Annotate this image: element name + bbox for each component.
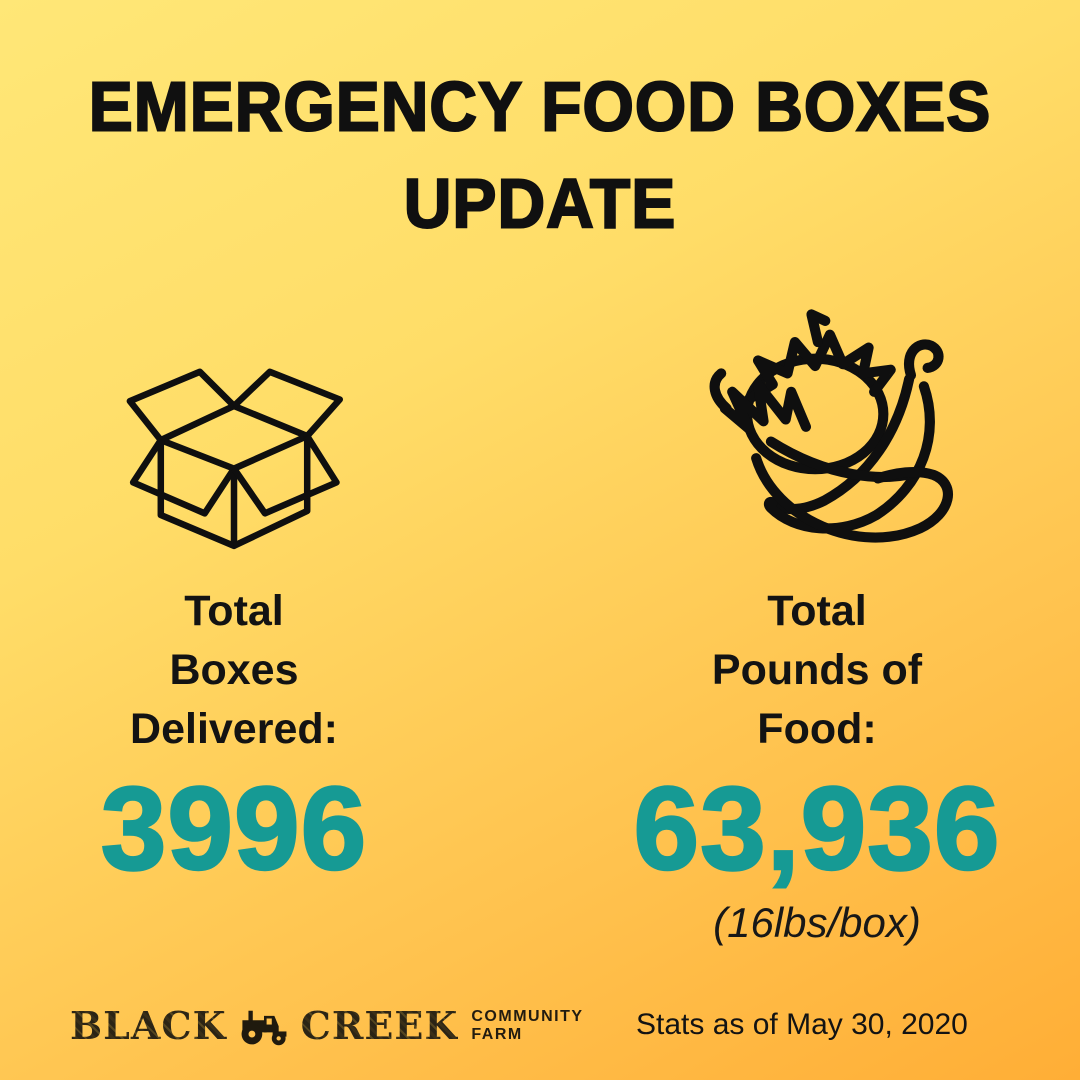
stat-label-pounds-line-3: Food: bbox=[757, 705, 877, 753]
stat-label-pounds: Total Pounds of Food: bbox=[712, 582, 922, 759]
vegetables-icon bbox=[709, 309, 953, 543]
black-creek-farm-logo: BLACK CREEK COMMUNITY FARM bbox=[70, 1004, 584, 1048]
stats-date-note: Stats as of May 30, 2020 bbox=[636, 1008, 968, 1041]
stat-label-boxes-line-1: Total bbox=[184, 587, 284, 635]
stat-section-boxes: Total Boxes Delivered: 3996 bbox=[40, 310, 428, 895]
stat-value-boxes: 3996 bbox=[99, 763, 368, 895]
stat-label-boxes-line-2: Boxes bbox=[169, 646, 299, 694]
stat-label-boxes-line-3: Delivered: bbox=[130, 705, 338, 753]
page-title: EMERGENCY FOOD BOXES UPDATE bbox=[0, 58, 1080, 252]
tractor-icon bbox=[241, 1010, 287, 1046]
page-title-line-2: UPDATE bbox=[403, 163, 677, 244]
logo-word-creek: CREEK bbox=[300, 1003, 459, 1048]
logo-subtitle-farm: FARM bbox=[471, 1026, 523, 1043]
logo-subtitle-community: COMMUNITY bbox=[471, 1008, 584, 1025]
open-box-icon bbox=[126, 368, 343, 550]
stat-note-lbs-per-box: (16lbs/box) bbox=[713, 899, 921, 946]
stat-section-pounds: Total Pounds of Food: 63,936 (16lbs/box) bbox=[598, 296, 1036, 947]
stat-label-pounds-line-1: Total bbox=[767, 587, 867, 635]
page-title-line-1: EMERGENCY FOOD BOXES bbox=[88, 66, 992, 147]
stat-value-pounds: 63,936 bbox=[632, 763, 1001, 895]
logo-subtitle: COMMUNITY FARM bbox=[471, 1008, 583, 1044]
stat-label-pounds-line-2: Pounds of bbox=[711, 646, 923, 694]
logo-word-black: BLACK bbox=[70, 1003, 227, 1048]
stat-label-boxes: Total Boxes Delivered: bbox=[130, 582, 338, 759]
